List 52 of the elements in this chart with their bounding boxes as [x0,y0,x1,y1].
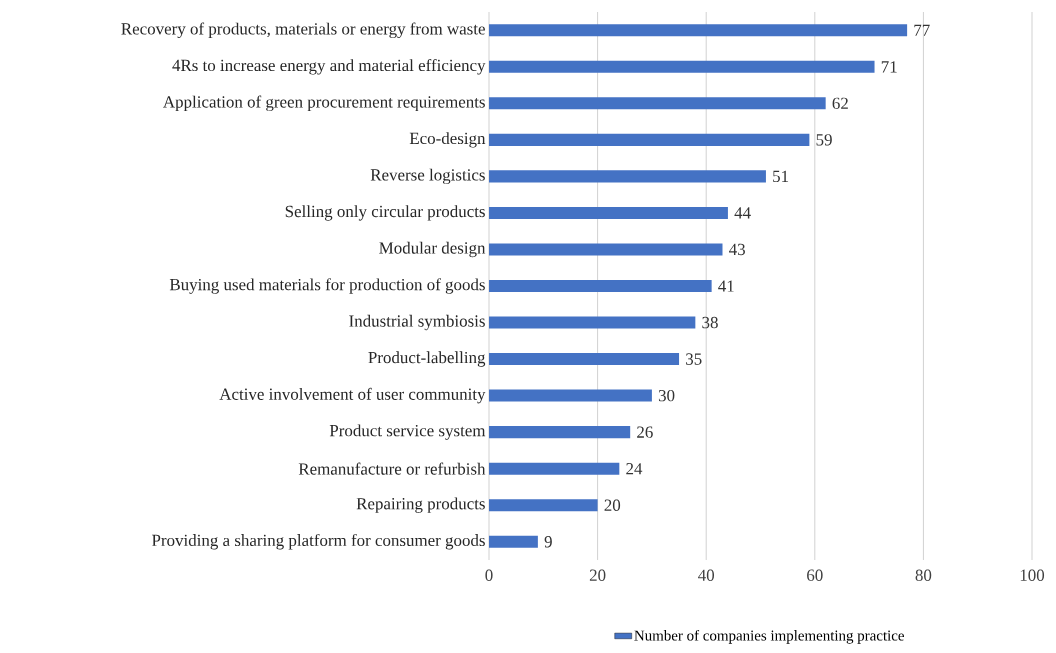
data-label: 24 [626,463,643,475]
bar [489,462,620,475]
y-tick-label: Product-labelling [368,351,486,367]
bar [489,206,728,219]
data-label: 77 [914,24,930,36]
x-tick-label: 40 [698,569,715,581]
x-tick-label: 100 [1020,569,1045,581]
y-tick-label: Eco-design [409,132,486,148]
y-tick-label: Product service system [329,424,486,440]
y-tick-label: Active involvement of user community [219,387,486,404]
data-label: 62 [832,97,848,110]
bar [489,97,826,110]
bar [489,426,631,439]
y-tick-label: Selling only circular products [285,205,485,221]
y-tick-label: Reverse logistics [370,168,485,185]
data-label: 51 [773,170,789,183]
data-label: 43 [729,243,745,256]
y-tick-label: Buying used materials for production of goods [169,278,485,294]
bar [489,170,766,183]
data-label: 26 [637,426,653,438]
bar [489,60,875,73]
x-tick-label: 60 [807,569,823,581]
legend-label: Number of companies implementing practice [634,629,904,644]
x-tick-label: 0 [485,569,493,581]
x-tick-label: 20 [589,569,606,581]
data-label: 20 [604,499,621,511]
data-label: 38 [702,316,718,329]
bar [489,499,598,512]
data-label: 59 [816,134,832,146]
data-label: 35 [686,353,702,365]
y-tick-label: Remanufacture or refurbish [298,462,486,475]
y-tick-label: Modular design [379,241,486,258]
y-tick-label: Repairing products [356,497,485,513]
y-tick-label: Recovery of products, materials or energy from waste [121,22,485,39]
y-tick-label: 4Rs to increase energy and material efficiency [172,59,486,75]
data-label: 41 [718,280,734,292]
data-label: 44 [734,207,751,219]
bar [489,279,712,293]
bar [489,535,538,548]
y-tick-label: Providing a sharing platform for consumer goods [152,533,485,550]
y-tick-label: Application of green procurement requirements [163,95,485,112]
bar [489,316,696,329]
x-tick-label: 80 [915,569,932,581]
bar [489,133,810,146]
bar [489,353,680,366]
data-label: 9 [544,536,552,548]
y-tick-label: Industrial symbiosis [349,314,485,331]
bar [489,389,652,402]
data-label: 71 [881,61,897,73]
bar [489,24,908,37]
data-label: 30 [658,389,675,402]
bar [489,243,723,256]
